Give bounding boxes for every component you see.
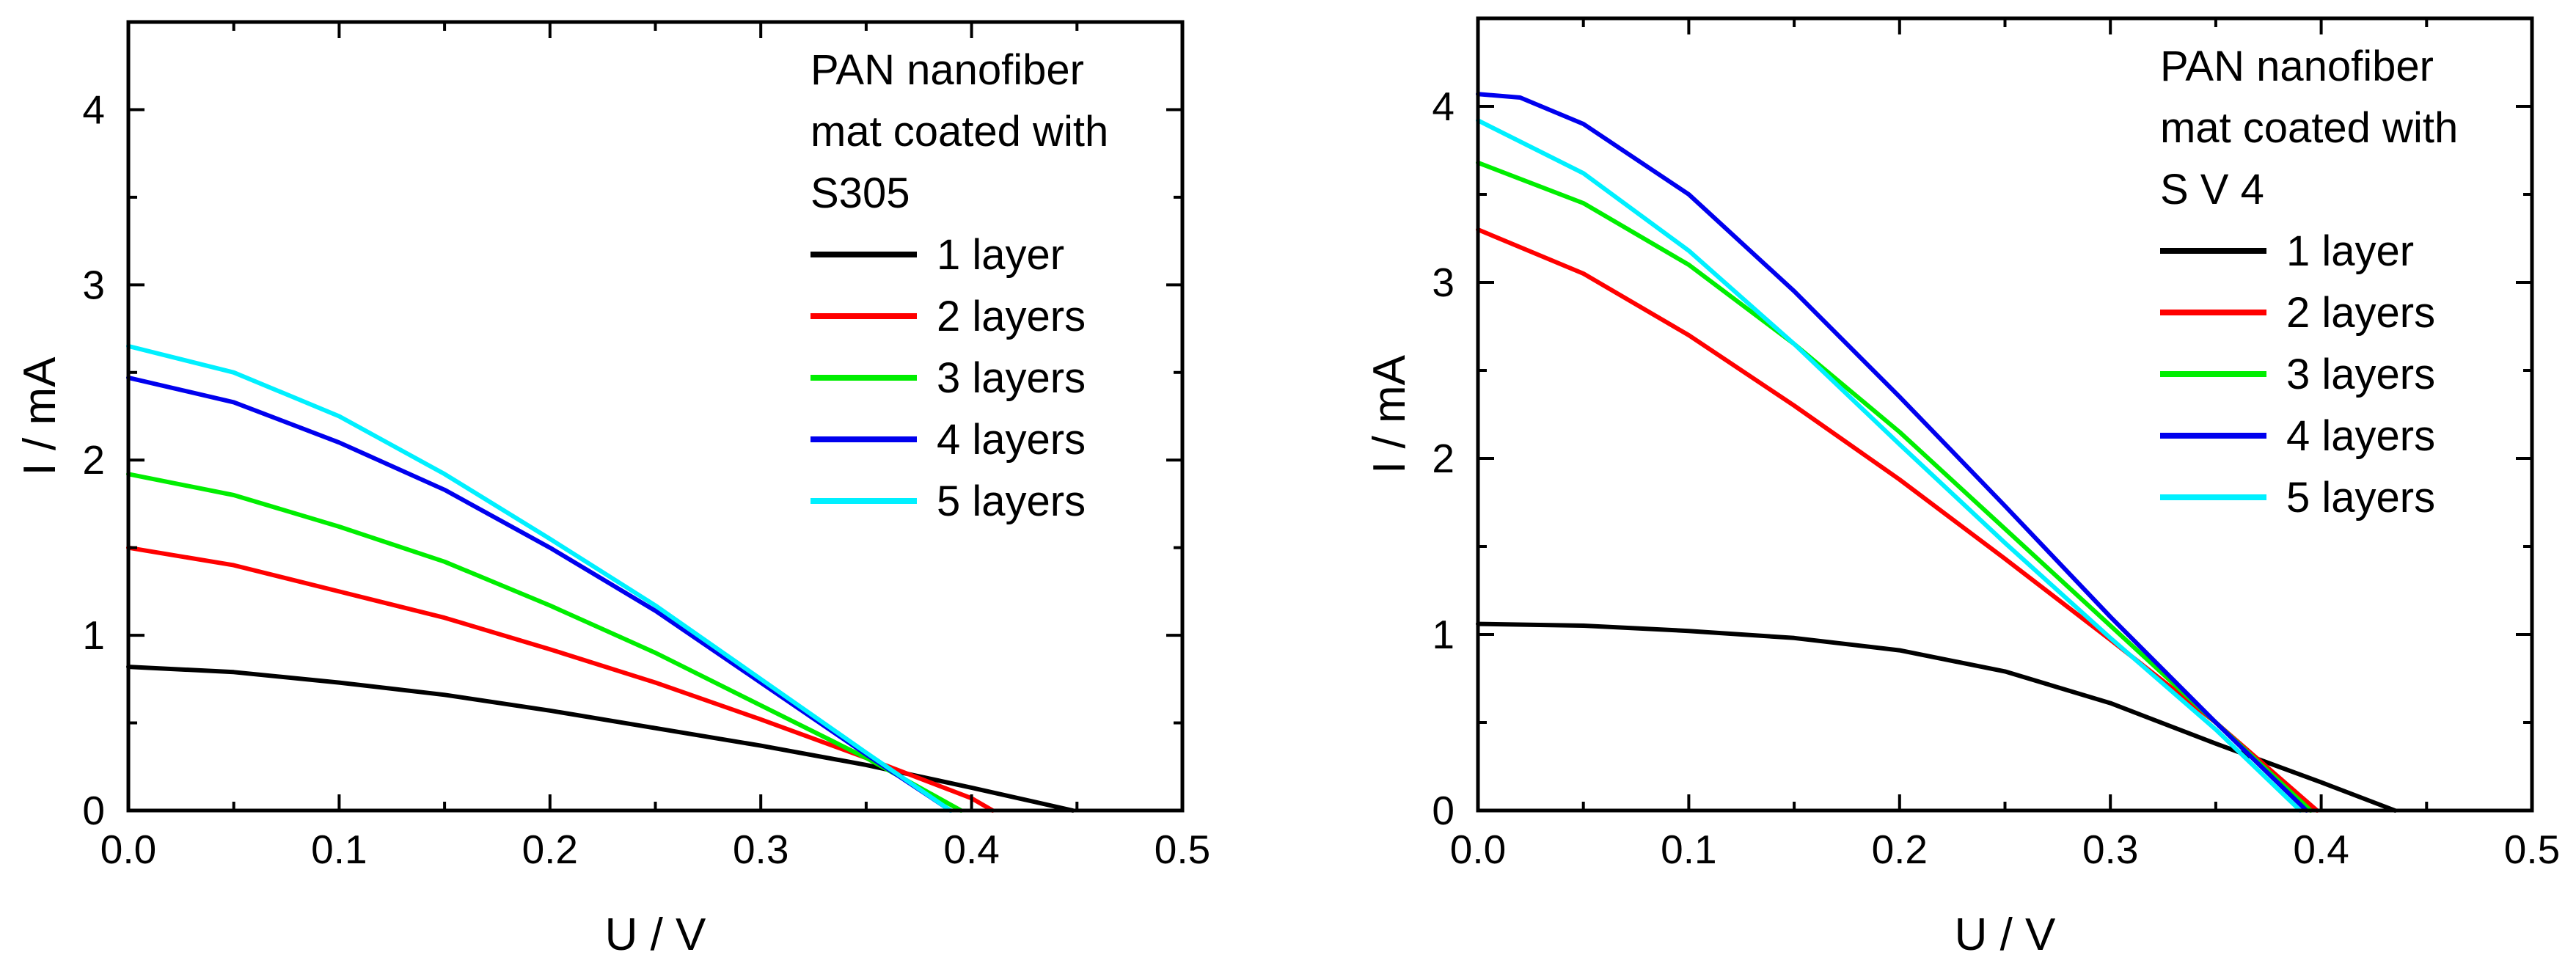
legend-label: 2 layers bbox=[937, 293, 1086, 340]
x-axis-title: U / V bbox=[1955, 910, 2056, 960]
series-line-4 bbox=[1476, 92, 2309, 813]
legend-label: 2 layers bbox=[2286, 289, 2435, 337]
legend-title-line: S V 4 bbox=[2160, 166, 2264, 213]
legend-label: 1 layer bbox=[937, 231, 1064, 279]
x-tick-label: 0.4 bbox=[2293, 827, 2349, 872]
series-line-3 bbox=[1476, 160, 2313, 813]
legend-title-line: mat coated with bbox=[2160, 104, 2458, 152]
y-tick-label: 2 bbox=[82, 437, 105, 483]
legend-title-line: S305 bbox=[811, 169, 910, 217]
y-tick-label: 1 bbox=[1432, 612, 1455, 657]
y-tick-label: 2 bbox=[1432, 436, 1455, 481]
legend-label: 3 layers bbox=[2286, 351, 2435, 398]
legend-label: 5 layers bbox=[2286, 474, 2435, 522]
x-tick-label: 0.1 bbox=[311, 827, 367, 872]
series-line-3 bbox=[126, 472, 964, 813]
series-line-2 bbox=[1476, 227, 2319, 813]
series-line-1 bbox=[1476, 621, 2398, 813]
legend-title-line: mat coated with bbox=[811, 108, 1108, 155]
y-tick-label: 3 bbox=[1432, 260, 1455, 305]
legend-title-line: PAN nanofiber bbox=[811, 46, 1084, 94]
x-tick-label: 0.5 bbox=[1155, 827, 1210, 872]
x-tick-label: 0.1 bbox=[1661, 827, 1716, 872]
x-tick-label: 0.5 bbox=[2504, 827, 2560, 872]
x-tick-label: 0.4 bbox=[943, 827, 999, 872]
legend-title-line: PAN nanofiber bbox=[2160, 43, 2434, 90]
chart-s305: 0.0 0.1 0.2 0.3 0.4 0.5 0 1 2 3 4 U / V I / mA PAN na… bbox=[15, 20, 1210, 960]
y-tick-label: 0 bbox=[82, 788, 105, 833]
y-tick-label: 0 bbox=[1432, 788, 1455, 833]
y-tick-label: 3 bbox=[82, 262, 105, 307]
legend-label: 1 layer bbox=[2286, 227, 2414, 275]
y-axis-title: I / mA bbox=[15, 356, 65, 476]
legend-label: 4 layers bbox=[937, 416, 1086, 464]
legend-label: 5 layers bbox=[937, 477, 1086, 525]
chart-sv4: 0.0 0.1 0.2 0.3 0.4 0.5 0 1 2 3 4 U / V I / mA PAN na… bbox=[1364, 16, 2560, 960]
y-tick-label: 4 bbox=[82, 87, 105, 132]
y-tick-label: 1 bbox=[82, 612, 105, 658]
legend-label: 3 layers bbox=[937, 354, 1086, 402]
series-line-5 bbox=[1476, 118, 2302, 813]
series-line-1 bbox=[126, 665, 1075, 813]
y-axis-title: I / mA bbox=[1364, 354, 1415, 474]
series-line-2 bbox=[126, 545, 995, 813]
series-line-5 bbox=[126, 343, 953, 813]
y-tick-label: 4 bbox=[1432, 84, 1455, 129]
x-tick-label: 0.3 bbox=[2082, 827, 2138, 872]
x-tick-label: 0.0 bbox=[100, 827, 156, 872]
x-tick-label: 0.3 bbox=[733, 827, 788, 872]
x-axis-title: U / V bbox=[605, 910, 706, 960]
x-tick-label: 0.2 bbox=[1872, 827, 1928, 872]
x-tick-label: 0.0 bbox=[1450, 827, 1506, 872]
x-tick-label: 0.2 bbox=[522, 827, 578, 872]
legend-label: 4 layers bbox=[2286, 412, 2435, 460]
